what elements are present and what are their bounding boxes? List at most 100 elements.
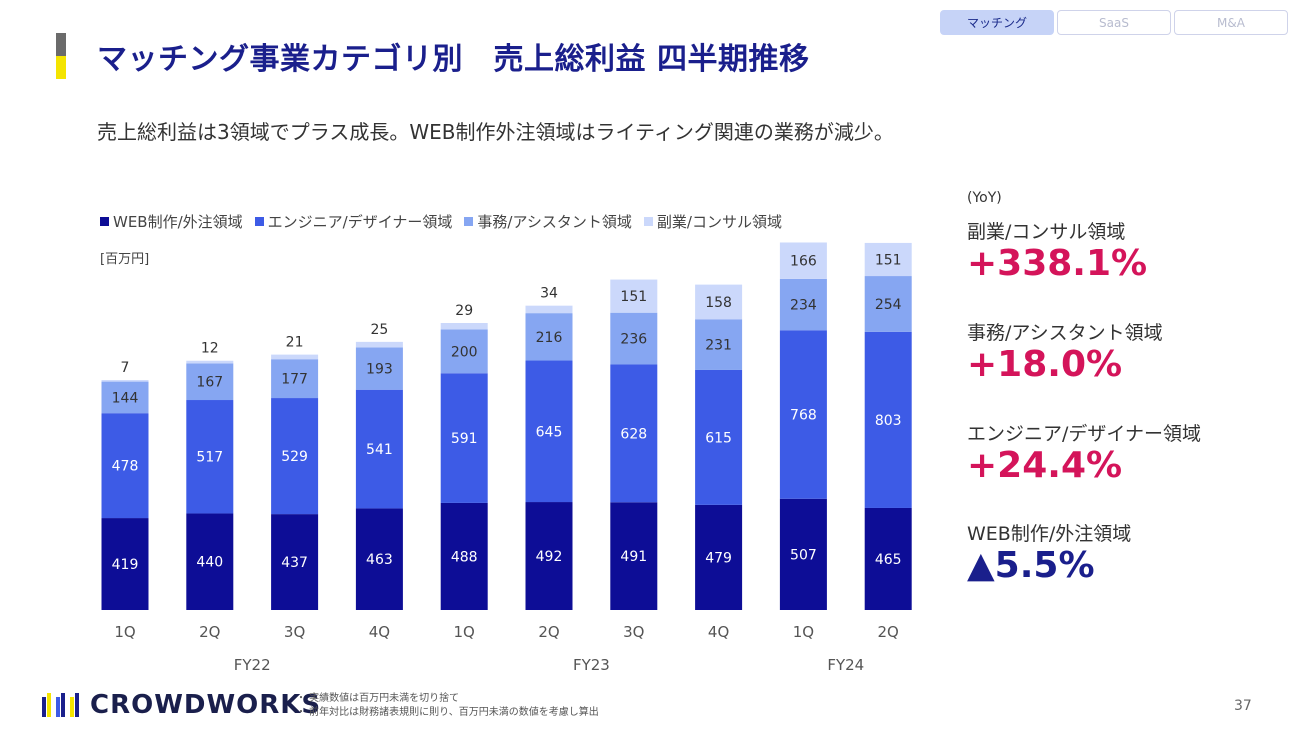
data-label: 507 bbox=[790, 547, 817, 563]
data-label: 193 bbox=[366, 362, 393, 378]
legend-item-engineer: エンジニア/デザイナー領域 bbox=[254, 211, 453, 232]
data-label: 615 bbox=[705, 430, 732, 446]
bar-segment bbox=[525, 360, 573, 503]
section-tabs: マッチング SaaS M&A bbox=[940, 10, 1288, 35]
bar-segment bbox=[440, 502, 488, 610]
data-label: 216 bbox=[536, 330, 563, 346]
x-tick-label: 1Q bbox=[454, 623, 475, 641]
logo-text: CROWDWORKS bbox=[90, 690, 322, 720]
x-tick-label: 3Q bbox=[284, 623, 305, 641]
x-tick-label: 1Q bbox=[114, 623, 135, 641]
bar-segment bbox=[779, 278, 827, 331]
legend-swatch-engineer bbox=[254, 217, 264, 226]
data-label: 803 bbox=[875, 413, 902, 429]
legend-label-consult: 副業/コンサル領域 bbox=[656, 213, 782, 231]
data-label: 144 bbox=[112, 390, 139, 406]
bar-segment bbox=[101, 518, 149, 610]
footnotes: ・ 実績数値は百万円未満を切り捨て ・ 前年対比は財務諸表規則に則り、百万円未満… bbox=[296, 692, 599, 720]
bar-segment bbox=[695, 369, 743, 505]
legend-item-web: WEB制作/外注領域 bbox=[100, 211, 243, 232]
chart-legend: WEB制作/外注領域 エンジニア/デザイナー領域 事務/アシスタント領域 副業/… bbox=[100, 211, 782, 232]
data-label: 29 bbox=[455, 303, 473, 319]
data-label: 21 bbox=[286, 335, 304, 351]
data-label: 440 bbox=[196, 555, 223, 571]
bar-segment bbox=[355, 508, 403, 610]
bar-segment bbox=[610, 502, 658, 610]
bar-segment bbox=[271, 354, 319, 360]
bar-segment bbox=[864, 507, 912, 610]
bar-segment bbox=[101, 381, 149, 414]
legend-label-office: 事務/アシスタント領域 bbox=[477, 213, 632, 231]
data-label: 419 bbox=[112, 557, 139, 573]
x-group-label: FY23 bbox=[573, 656, 610, 674]
x-tick-label: 2Q bbox=[878, 623, 899, 641]
tab-saas[interactable]: SaaS bbox=[1057, 10, 1171, 35]
data-label: 517 bbox=[196, 450, 223, 466]
tab-matching[interactable]: マッチング bbox=[940, 10, 1054, 35]
data-label: 177 bbox=[281, 372, 308, 388]
bar-segment bbox=[440, 373, 488, 503]
yoy-label-web: WEB制作/外注領域 bbox=[967, 523, 1132, 545]
x-group-label: FY22 bbox=[234, 656, 271, 674]
bar-segment bbox=[525, 313, 573, 361]
bar-segment bbox=[186, 513, 234, 610]
bar-segment bbox=[186, 360, 234, 364]
bar-segment bbox=[695, 319, 743, 370]
tab-ma[interactable]: M&A bbox=[1174, 10, 1288, 35]
data-label: 488 bbox=[451, 549, 478, 565]
bar-segment bbox=[525, 502, 573, 610]
x-tick-label: 1Q bbox=[793, 623, 814, 641]
bar-segment bbox=[779, 498, 827, 610]
data-label: 166 bbox=[790, 254, 817, 270]
legend-swatch-web bbox=[100, 217, 109, 226]
yoy-label-consult: 副業/コンサル領域 bbox=[967, 221, 1126, 243]
x-tick-label: 4Q bbox=[708, 623, 729, 641]
data-label: 645 bbox=[536, 424, 563, 440]
data-label: 158 bbox=[705, 295, 732, 311]
x-group-label: FY24 bbox=[827, 656, 864, 674]
data-label: 463 bbox=[366, 552, 393, 568]
bar-segment bbox=[864, 331, 912, 508]
data-label: 200 bbox=[451, 344, 478, 360]
bar-segment bbox=[271, 398, 319, 515]
bar-segment bbox=[440, 329, 488, 374]
bar-segment bbox=[355, 389, 403, 509]
page-number: 37 bbox=[1234, 698, 1252, 714]
bar-segment bbox=[186, 363, 234, 401]
bar-segment bbox=[440, 323, 488, 330]
chart-unit-label: [百万円] bbox=[100, 252, 150, 267]
bar-segment bbox=[779, 242, 827, 279]
data-label: 478 bbox=[112, 459, 139, 475]
bar-segment bbox=[271, 359, 319, 399]
yoy-item-office: 事務/アシスタント領域 +18.0% bbox=[967, 318, 1163, 385]
data-label: 491 bbox=[620, 549, 647, 565]
title-accent-bar bbox=[56, 33, 66, 79]
yoy-value-consult: +338.1% bbox=[967, 243, 1148, 284]
bar-segment bbox=[355, 341, 403, 348]
yoy-value-engineer: +24.4% bbox=[967, 445, 1123, 486]
data-label: 234 bbox=[790, 298, 817, 314]
yoy-label-engineer: エンジニア/デザイナー領域 bbox=[967, 423, 1202, 445]
data-label: 628 bbox=[620, 426, 647, 442]
footnote-2: ・ 前年対比は財務諸表規則に則り、百万円未満の数値を考慮し算出 bbox=[296, 707, 599, 718]
data-label: 12 bbox=[201, 341, 219, 357]
crowdworks-logo: CROWDWORKS bbox=[42, 690, 321, 720]
bar-segment bbox=[695, 504, 743, 610]
legend-item-office: 事務/アシスタント領域 bbox=[464, 211, 632, 232]
data-label: 34 bbox=[540, 286, 558, 302]
data-label: 25 bbox=[370, 322, 388, 338]
data-label: 465 bbox=[875, 552, 902, 568]
bar-segment bbox=[355, 347, 403, 390]
data-label: 437 bbox=[281, 555, 308, 571]
bar-segment bbox=[525, 305, 573, 314]
bar-segment bbox=[101, 380, 149, 382]
data-label: 231 bbox=[705, 338, 732, 354]
x-tick-label: 2Q bbox=[538, 623, 559, 641]
legend-label-engineer: エンジニア/デザイナー領域 bbox=[267, 213, 453, 231]
stacked-bar-chart: 419 478 144 7 1Q 440 517 167 12 2Q 437 529 177 21 3Q 46… bbox=[101, 242, 912, 674]
bar-segment bbox=[864, 276, 912, 332]
yoy-value-web: ▲5.5% bbox=[967, 545, 1095, 586]
data-label: 479 bbox=[705, 550, 732, 566]
yoy-item-web: WEB制作/外注領域 ▲5.5% bbox=[967, 519, 1131, 586]
data-label: 254 bbox=[875, 297, 902, 313]
